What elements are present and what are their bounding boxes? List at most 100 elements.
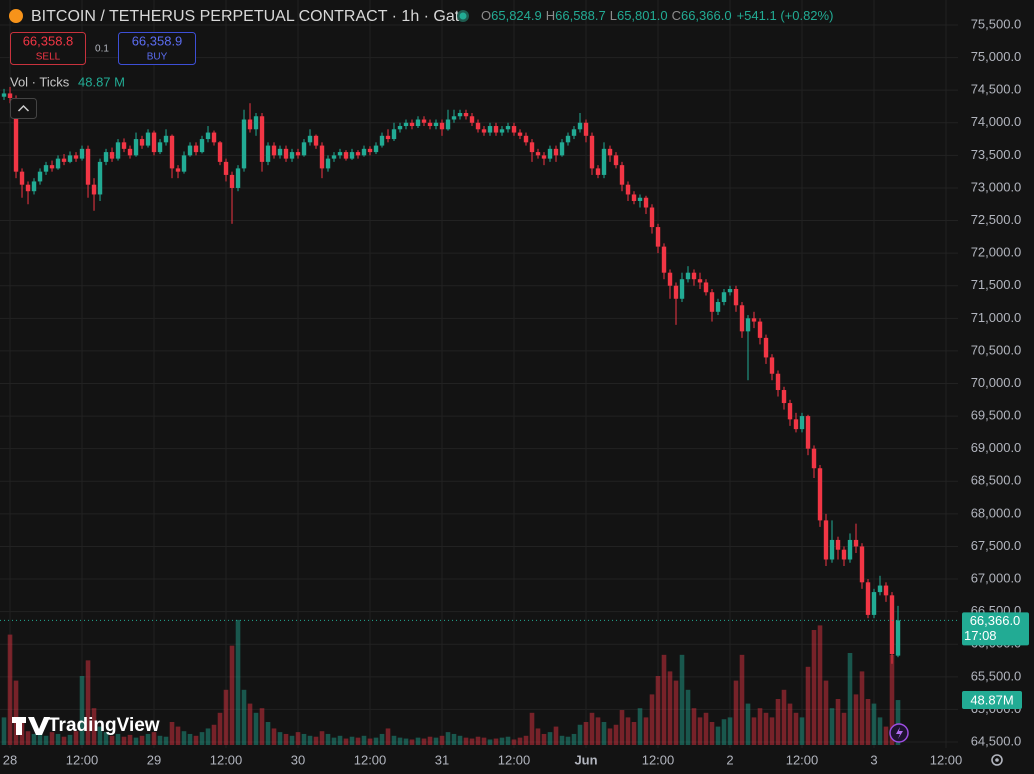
volume-bar [541,733,547,745]
candle-body [757,321,763,338]
candle-body [889,595,895,655]
volume-bar [667,671,673,745]
volume-bar [175,726,181,745]
x-tick-label: Jun [574,752,597,767]
collapse-button[interactable] [10,98,37,119]
volume-bar [289,735,295,745]
chart-title: BITCOIN / TETHERUS PERPETUAL CONTRACT · … [31,8,468,25]
volume-bar [415,737,421,745]
candle-body [73,155,79,159]
candle-body [775,373,781,391]
volume-bar [691,708,697,745]
volume-bar [427,736,433,745]
volume-bar [475,736,481,745]
candle-body [289,152,295,159]
spread: 0.1 [95,44,109,55]
volume-bar [199,732,205,745]
volume-bar [589,712,595,745]
volume-bar [451,733,457,745]
candle-body [733,288,739,306]
volume-bar [337,735,343,745]
volume-bar [373,737,379,745]
candle-body [385,135,391,140]
volume-bar [703,712,709,745]
volume-bar [133,737,139,745]
volume-bar [595,717,601,745]
volume-bar [253,712,259,745]
volume-bar [679,654,685,745]
volume-bar [325,733,331,745]
candle-body [847,539,853,560]
candle-body [241,119,247,169]
candle-body [691,272,697,280]
candle-body [547,148,553,159]
volume-bar [841,712,847,745]
volume-bar [223,689,229,745]
volume-bar [379,733,385,745]
x-tick-label: 12:00 [642,752,675,767]
y-tick-label: 71,000.0 [971,310,1022,325]
volume-bar [73,731,79,745]
candle-body [115,142,121,159]
candle-body [433,122,439,127]
sell-button[interactable] [10,32,86,65]
x-tick-label: 12:00 [354,752,387,767]
y-tick-label: 71,500.0 [971,277,1022,292]
volume-bar [709,722,715,745]
volume-bar [487,739,493,745]
candle-body [595,168,601,175]
candle-body [55,158,61,169]
volume-tag-label: 48.87M [970,692,1013,707]
volume-bar [331,737,337,745]
candle-body [829,539,835,560]
volume-bar [601,722,607,745]
candle-body [313,135,319,146]
candle-body [499,129,505,133]
candle-body [865,582,871,615]
candle-body [571,129,577,136]
candle-body [535,152,541,156]
volume-bar [847,653,853,745]
candle-body [259,116,265,162]
candle-body [613,155,619,166]
volume-bar [655,676,661,745]
candle-body [295,152,301,156]
candle-body [505,126,511,130]
candle-body [895,620,901,656]
volume-bar [511,739,517,745]
candle-body [649,207,655,228]
y-tick-label: 75,000.0 [971,49,1022,64]
candle-body [673,285,679,299]
volume-bar [157,735,163,745]
volume-bar [355,737,361,745]
volume-bar [361,735,367,745]
candle-body [823,520,829,560]
volume-bar [835,699,841,745]
candle-body [763,337,769,358]
candle-body [85,148,91,185]
volume-bar [61,736,67,745]
y-tick-label: 73,500.0 [971,147,1022,162]
volume-bar [385,728,391,745]
candle-body [475,122,481,130]
volume-bar [343,738,349,745]
y-tick-label: 74,500.0 [971,82,1022,97]
volume-bar [673,680,679,745]
buy-button[interactable] [118,32,196,65]
volume-bar [781,689,787,745]
volume-bar [259,708,265,745]
y-tick-label: 67,500.0 [971,538,1022,553]
candle-body [469,116,475,123]
candle-body [457,112,463,117]
settings-button[interactable] [991,754,1003,766]
candle-body [49,165,55,169]
candle-body [67,155,73,162]
candle-body [19,171,25,185]
y-tick-label: 64,500.0 [971,733,1022,748]
volume-bar [271,728,277,745]
volume-bar [823,680,829,745]
candle-body [367,148,373,153]
candle-body [91,184,97,195]
y-tick-label: 72,500.0 [971,212,1022,227]
volume-bar [727,717,733,745]
